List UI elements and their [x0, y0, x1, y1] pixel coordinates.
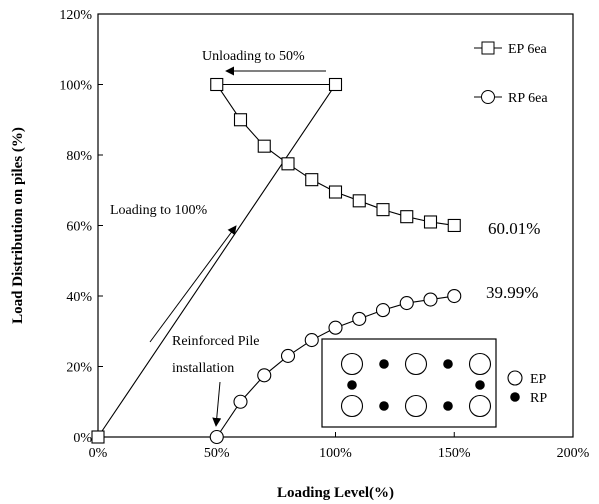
- annotation-unloading: Unloading to 50%: [202, 49, 305, 64]
- inset-legend-rp-label: RP: [530, 391, 547, 406]
- rp-point: [257, 368, 272, 383]
- inset-ep-pile: [468, 394, 492, 418]
- legend: EP 6ea RP 6ea: [474, 41, 548, 106]
- x-axis-title: Loading Level(%): [277, 485, 394, 501]
- y-tick-label: 20%: [66, 361, 92, 376]
- inset-ep-pile: [468, 352, 492, 376]
- rp-point: [209, 429, 224, 445]
- rp-point: [423, 292, 438, 307]
- reinforced-arrow: [212, 381, 222, 427]
- ep-point: [423, 215, 438, 229]
- inset-ep-pile: [404, 352, 428, 376]
- legend-label-ep: EP 6ea: [508, 42, 548, 57]
- inset-rp-pile: [475, 380, 485, 390]
- rp-point: [304, 333, 319, 348]
- loading-arrow: [149, 225, 237, 343]
- x-tick-label: 50%: [204, 446, 230, 461]
- rp-point: [233, 394, 248, 409]
- annotation-reinforced-1: Reinforced Pile: [172, 334, 259, 349]
- annotation-rp-end: 39.99%: [486, 283, 538, 302]
- rp-point: [447, 288, 462, 304]
- legend-marker-rp: [481, 90, 495, 104]
- ep-point: [328, 77, 343, 92]
- ep-point: [305, 173, 319, 187]
- inset-rp-pile: [379, 359, 389, 369]
- inset-rp-pile: [443, 359, 453, 369]
- ep-point: [210, 77, 224, 92]
- ep-point: [257, 139, 271, 153]
- y-tick-label: 80%: [66, 149, 92, 164]
- rp-point: [399, 295, 414, 311]
- y-tick-label: 0%: [73, 431, 92, 446]
- y-axis-title: Load Distribution on piles (%): [10, 127, 26, 324]
- rp-point: [280, 348, 296, 363]
- inset-rp-pile: [443, 401, 453, 411]
- inset-rp-pile: [347, 380, 357, 390]
- x-tick-label: 100%: [319, 446, 352, 461]
- inset-legend-ep-label: EP: [530, 372, 547, 387]
- inset-ep-pile: [340, 394, 364, 418]
- ep-point: [447, 218, 461, 233]
- rp-point: [375, 303, 391, 318]
- ep-point: [376, 203, 390, 217]
- y-tick-label: 60%: [66, 220, 92, 235]
- y-tick-label: 100%: [59, 79, 92, 94]
- legend-label-rp: RP 6ea: [508, 91, 548, 106]
- ep-point: [328, 185, 343, 199]
- ep-point: [281, 157, 295, 171]
- inset-ep-pile: [340, 352, 364, 376]
- annotation-reinforced-2: installation: [172, 361, 234, 376]
- legend-marker-ep: [481, 41, 495, 55]
- pile-layout-inset: [321, 338, 497, 428]
- x-tick-label: 200%: [557, 446, 590, 461]
- ep-point: [91, 430, 105, 444]
- x-tick-label: 150%: [438, 446, 471, 461]
- inset-legend-ep-symbol: [507, 370, 523, 386]
- rp-point: [352, 311, 367, 326]
- inset-rp-pile: [379, 401, 389, 411]
- inset-ep-pile: [404, 394, 428, 418]
- annotation-ep-end: 60.01%: [488, 219, 540, 238]
- ep-point: [352, 194, 366, 208]
- inset-legend-rp-symbol: [510, 392, 520, 402]
- ep-point: [400, 210, 414, 224]
- ep-point: [233, 113, 248, 127]
- rp-point: [328, 320, 343, 335]
- x-tick-label: 0%: [89, 446, 108, 461]
- y-tick-label: 120%: [59, 8, 92, 23]
- y-tick-label: 40%: [66, 290, 92, 305]
- annotation-loading: Loading to 100%: [110, 203, 208, 218]
